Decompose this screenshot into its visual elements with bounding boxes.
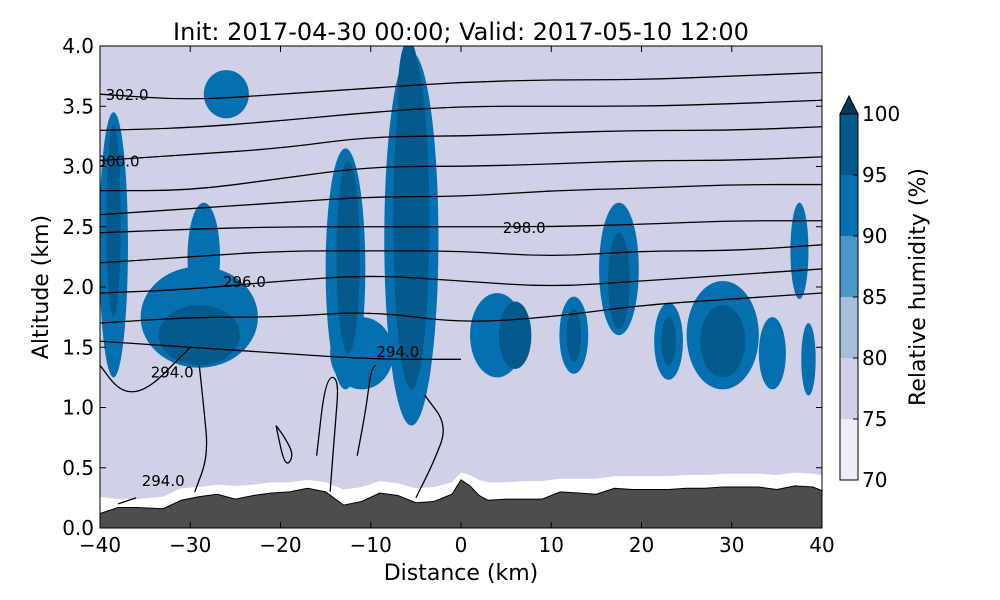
- colorbar-tick-label: 70: [862, 468, 887, 492]
- x-axis-ticks: −40 −30 −20 −10 0 10 20 30 40: [79, 46, 835, 557]
- colorbar-swatch-85: [840, 236, 858, 297]
- y-tick-label: 1.5: [62, 335, 94, 359]
- colorbar-tick-label: 75: [862, 407, 887, 431]
- colorbar-tick-label: 80: [862, 346, 887, 370]
- humidity-blob-75: [433, 46, 489, 101]
- colorbar-swatch-90: [840, 175, 858, 236]
- theta-contour-label: 300.0: [97, 153, 140, 171]
- colorbar-tick-label: 90: [862, 224, 887, 248]
- theta-contour-line: [100, 346, 191, 393]
- humidity-blob-75: [614, 46, 741, 143]
- x-tick-label: −30: [169, 533, 211, 557]
- plot-area: 302.0 300.0 298.0 296.0 294.0 294.0 294.0: [97, 46, 822, 528]
- theta-contour-line: [100, 99, 822, 131]
- humidity-blob-95: [661, 317, 676, 366]
- humidity-blob-90: [790, 202, 809, 300]
- colorbar-tick-label: 85: [862, 285, 887, 309]
- rh-70-layer-band: [100, 46, 822, 500]
- humidity-blob-95: [608, 232, 630, 330]
- humidity-blob-95: [566, 308, 582, 362]
- theta-contour-line: [100, 71, 822, 100]
- y-tick-label: 3.5: [62, 94, 94, 118]
- colorbar-swatch-95: [840, 114, 858, 175]
- x-tick-label: 0: [455, 533, 468, 557]
- theta-contour-label: 298.0: [503, 219, 546, 237]
- x-tick-label: 10: [539, 533, 564, 557]
- theta-contour-line: [100, 292, 822, 324]
- theta-contour-line: [100, 340, 461, 360]
- chart-title: Init: 2017-04-30 00:00; Valid: 2017-05-1…: [173, 18, 749, 46]
- theta-contour-label: 294.0: [376, 343, 419, 361]
- theta-contour-label: 294.0: [151, 363, 194, 381]
- humidity-blob-90: [801, 323, 816, 396]
- colorbar-swatch-75: [840, 358, 858, 419]
- colorbar-swatch-80: [840, 297, 858, 358]
- colorbar-tick-label: 95: [862, 163, 887, 187]
- y-tick-label: 2.5: [62, 215, 94, 239]
- colorbar-label: Relative humidity (%): [906, 168, 931, 406]
- x-tick-label: −40: [79, 533, 121, 557]
- x-tick-label: 40: [809, 533, 834, 557]
- x-axis-label: Distance (km): [384, 561, 539, 586]
- terrain: [100, 479, 822, 528]
- colorbar-swatch-70: [840, 419, 858, 480]
- humidity-blob-95: [106, 124, 121, 318]
- theta-contour-label: 294.0: [142, 472, 185, 490]
- theta-contour-line: [194, 365, 208, 493]
- y-tick-label: 0.5: [62, 456, 94, 480]
- y-tick-label: 3.0: [62, 155, 94, 179]
- humidity-blobs: [100, 46, 816, 426]
- theta-contour-line: [100, 156, 822, 192]
- theta-contour-line: [100, 268, 822, 294]
- y-tick-label: 2.0: [62, 275, 94, 299]
- colorbar-tick-label: 100: [862, 102, 900, 126]
- x-tick-label: 20: [629, 533, 654, 557]
- y-axis-label: Altitude (km): [29, 215, 54, 359]
- humidity-blob-75: [271, 46, 308, 83]
- theta-contour-line: [100, 183, 822, 216]
- theta-contour-line: [100, 244, 822, 264]
- theta-contour-line: [415, 395, 444, 499]
- humidity-blob-90: [203, 70, 249, 119]
- theta-contour-line: [117, 497, 137, 505]
- humidity-blob-95: [700, 305, 746, 378]
- theta-contour-line: [100, 126, 822, 162]
- theta-contour-label: 296.0: [223, 273, 266, 291]
- theta-contour-line: [356, 364, 376, 456]
- humidity-blob-95: [397, 46, 420, 149]
- theta-contours: 302.0 300.0 298.0 296.0 294.0 294.0 294.0: [97, 71, 822, 505]
- x-tick-label: 30: [719, 533, 744, 557]
- y-tick-label: 1.0: [62, 396, 94, 420]
- humidity-blob-90: [758, 317, 786, 390]
- colorbar-extend-arrow: [839, 94, 859, 115]
- humidity-blob-95: [158, 305, 240, 366]
- humidity-blob-95: [336, 160, 360, 354]
- colorbar: 70 75 80 85 90 95 100: [839, 94, 900, 492]
- y-tick-label: 4.0: [62, 34, 94, 58]
- y-axis-ticks: 0.0 0.5 1.0 1.5 2.0 2.5 3.0 3.5 4.0: [62, 34, 822, 540]
- humidity-blob-95: [498, 301, 532, 369]
- theta-contour-line: [315, 376, 339, 492]
- x-tick-label: −10: [350, 533, 392, 557]
- theta-contour-label: 302.0: [106, 86, 149, 104]
- theta-contour-line: [100, 220, 822, 234]
- theta-contour-line: [275, 425, 293, 464]
- y-tick-label: 0.0: [62, 516, 94, 540]
- x-tick-label: −20: [259, 533, 301, 557]
